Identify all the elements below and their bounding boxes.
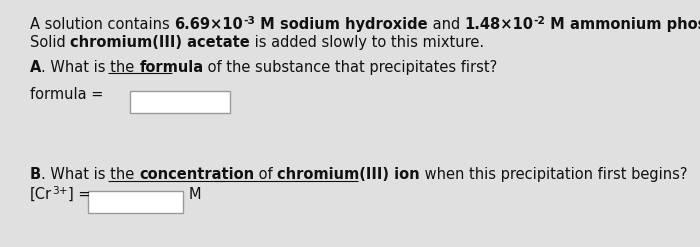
Text: . What is the: . What is the xyxy=(41,60,139,75)
Text: Solid: Solid xyxy=(30,35,71,50)
Text: M: M xyxy=(255,17,280,32)
Bar xyxy=(130,91,230,113)
Text: 6.69×10: 6.69×10 xyxy=(174,17,243,32)
Text: . What is the: . What is the xyxy=(41,167,139,182)
Text: sodium hydroxide: sodium hydroxide xyxy=(280,17,428,32)
Text: M: M xyxy=(189,187,202,202)
Text: concentration: concentration xyxy=(139,167,254,182)
Text: -2: -2 xyxy=(533,16,545,26)
Bar xyxy=(88,191,183,213)
Text: is added slowly to this mixture.: is added slowly to this mixture. xyxy=(250,35,484,50)
Text: B: B xyxy=(30,167,41,182)
Text: 1.48×10: 1.48×10 xyxy=(464,17,533,32)
Text: of the substance that precipitates first?: of the substance that precipitates first… xyxy=(204,60,498,75)
Text: when this precipitation first begins?: when this precipitation first begins? xyxy=(420,167,687,182)
Text: [Cr: [Cr xyxy=(30,187,52,202)
Text: and: and xyxy=(428,17,464,32)
Text: chromium(III) acetate: chromium(III) acetate xyxy=(71,35,250,50)
Text: of: of xyxy=(254,167,277,182)
Text: formula: formula xyxy=(139,60,204,75)
Text: 3+: 3+ xyxy=(52,186,68,196)
Text: A solution contains: A solution contains xyxy=(30,17,174,32)
Text: M: M xyxy=(545,17,570,32)
Text: -3: -3 xyxy=(243,16,255,26)
Text: ammonium phosphate: ammonium phosphate xyxy=(570,17,700,32)
Text: A: A xyxy=(30,60,41,75)
Text: chromium(III) ion: chromium(III) ion xyxy=(277,167,420,182)
Text: ] =: ] = xyxy=(68,187,95,202)
Text: formula =: formula = xyxy=(30,87,108,102)
